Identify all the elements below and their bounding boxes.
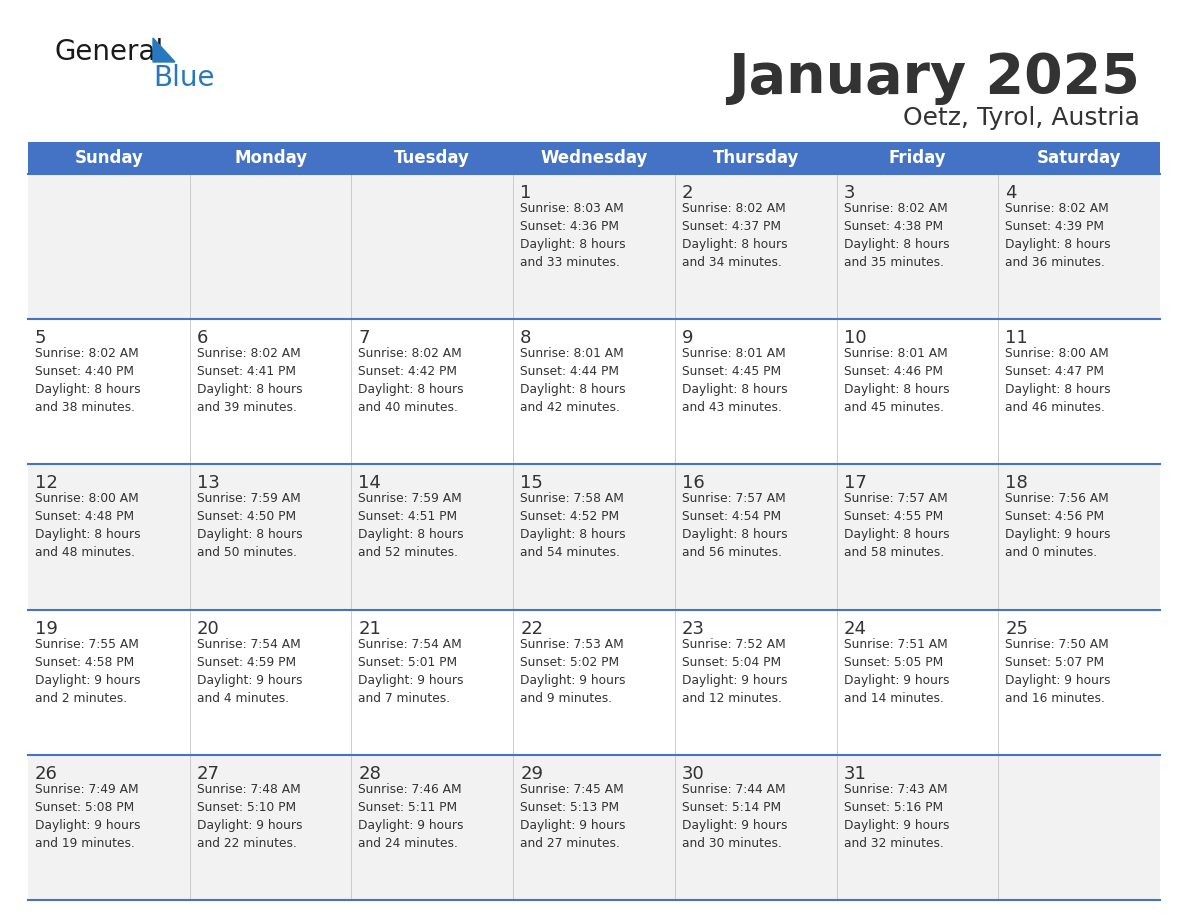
Text: 28: 28 [359, 765, 381, 783]
Text: 21: 21 [359, 620, 381, 638]
Text: Sunrise: 7:59 AM
Sunset: 4:50 PM
Daylight: 8 hours
and 50 minutes.: Sunrise: 7:59 AM Sunset: 4:50 PM Dayligh… [197, 492, 302, 559]
Text: Sunrise: 8:03 AM
Sunset: 4:36 PM
Daylight: 8 hours
and 33 minutes.: Sunrise: 8:03 AM Sunset: 4:36 PM Dayligh… [520, 202, 626, 269]
Text: 2: 2 [682, 184, 694, 202]
Text: Sunrise: 7:54 AM
Sunset: 4:59 PM
Daylight: 9 hours
and 4 minutes.: Sunrise: 7:54 AM Sunset: 4:59 PM Dayligh… [197, 638, 302, 705]
Bar [29, 610, 1159, 755]
Text: 13: 13 [197, 475, 220, 492]
Text: 1: 1 [520, 184, 531, 202]
Text: Sunrise: 7:57 AM
Sunset: 4:54 PM
Daylight: 8 hours
and 56 minutes.: Sunrise: 7:57 AM Sunset: 4:54 PM Dayligh… [682, 492, 788, 559]
Text: Sunrise: 7:57 AM
Sunset: 4:55 PM
Daylight: 8 hours
and 58 minutes.: Sunrise: 7:57 AM Sunset: 4:55 PM Dayligh… [843, 492, 949, 559]
Text: 3: 3 [843, 184, 855, 202]
Text: Sunrise: 8:01 AM
Sunset: 4:45 PM
Daylight: 8 hours
and 43 minutes.: Sunrise: 8:01 AM Sunset: 4:45 PM Dayligh… [682, 347, 788, 414]
Text: Saturday: Saturday [1037, 149, 1121, 167]
Text: 18: 18 [1005, 475, 1028, 492]
Text: Sunrise: 7:52 AM
Sunset: 5:04 PM
Daylight: 9 hours
and 12 minutes.: Sunrise: 7:52 AM Sunset: 5:04 PM Dayligh… [682, 638, 788, 705]
Polygon shape [153, 38, 175, 62]
Text: Sunrise: 7:56 AM
Sunset: 4:56 PM
Daylight: 9 hours
and 0 minutes.: Sunrise: 7:56 AM Sunset: 4:56 PM Dayligh… [1005, 492, 1111, 559]
Text: Sunrise: 7:50 AM
Sunset: 5:07 PM
Daylight: 9 hours
and 16 minutes.: Sunrise: 7:50 AM Sunset: 5:07 PM Dayligh… [1005, 638, 1111, 705]
Text: Blue: Blue [153, 64, 215, 92]
Bar [675, 142, 836, 174]
Text: Sunday: Sunday [75, 149, 144, 167]
Text: January 2025: January 2025 [728, 51, 1140, 105]
Text: 17: 17 [843, 475, 866, 492]
Text: Sunrise: 7:55 AM
Sunset: 4:58 PM
Daylight: 9 hours
and 2 minutes.: Sunrise: 7:55 AM Sunset: 4:58 PM Dayligh… [34, 638, 140, 705]
Bar [836, 142, 998, 174]
Text: Sunrise: 8:00 AM
Sunset: 4:47 PM
Daylight: 8 hours
and 46 minutes.: Sunrise: 8:00 AM Sunset: 4:47 PM Dayligh… [1005, 347, 1111, 414]
Text: 20: 20 [197, 620, 220, 638]
Text: Thursday: Thursday [713, 149, 798, 167]
Text: Sunrise: 7:46 AM
Sunset: 5:11 PM
Daylight: 9 hours
and 24 minutes.: Sunrise: 7:46 AM Sunset: 5:11 PM Dayligh… [359, 783, 465, 850]
Text: 26: 26 [34, 765, 58, 783]
Text: 16: 16 [682, 475, 704, 492]
Text: Sunrise: 7:51 AM
Sunset: 5:05 PM
Daylight: 9 hours
and 14 minutes.: Sunrise: 7:51 AM Sunset: 5:05 PM Dayligh… [843, 638, 949, 705]
Text: 23: 23 [682, 620, 704, 638]
Text: Oetz, Tyrol, Austria: Oetz, Tyrol, Austria [903, 106, 1140, 130]
Text: Sunrise: 7:45 AM
Sunset: 5:13 PM
Daylight: 9 hours
and 27 minutes.: Sunrise: 7:45 AM Sunset: 5:13 PM Dayligh… [520, 783, 626, 850]
Text: Sunrise: 8:02 AM
Sunset: 4:40 PM
Daylight: 8 hours
and 38 minutes.: Sunrise: 8:02 AM Sunset: 4:40 PM Dayligh… [34, 347, 140, 414]
Text: 11: 11 [1005, 330, 1028, 347]
Text: Sunrise: 8:02 AM
Sunset: 4:41 PM
Daylight: 8 hours
and 39 minutes.: Sunrise: 8:02 AM Sunset: 4:41 PM Dayligh… [197, 347, 302, 414]
Text: Sunrise: 7:59 AM
Sunset: 4:51 PM
Daylight: 8 hours
and 52 minutes.: Sunrise: 7:59 AM Sunset: 4:51 PM Dayligh… [359, 492, 465, 559]
Text: Sunrise: 8:01 AM
Sunset: 4:44 PM
Daylight: 8 hours
and 42 minutes.: Sunrise: 8:01 AM Sunset: 4:44 PM Dayligh… [520, 347, 626, 414]
Text: Sunrise: 8:02 AM
Sunset: 4:38 PM
Daylight: 8 hours
and 35 minutes.: Sunrise: 8:02 AM Sunset: 4:38 PM Dayligh… [843, 202, 949, 269]
Text: Sunrise: 7:43 AM
Sunset: 5:16 PM
Daylight: 9 hours
and 32 minutes.: Sunrise: 7:43 AM Sunset: 5:16 PM Dayligh… [843, 783, 949, 850]
Text: Sunrise: 8:01 AM
Sunset: 4:46 PM
Daylight: 8 hours
and 45 minutes.: Sunrise: 8:01 AM Sunset: 4:46 PM Dayligh… [843, 347, 949, 414]
Text: Sunrise: 8:02 AM
Sunset: 4:42 PM
Daylight: 8 hours
and 40 minutes.: Sunrise: 8:02 AM Sunset: 4:42 PM Dayligh… [359, 347, 465, 414]
Text: Friday: Friday [889, 149, 946, 167]
Text: 30: 30 [682, 765, 704, 783]
Text: Wednesday: Wednesday [541, 149, 647, 167]
Bar [29, 142, 190, 174]
Text: 8: 8 [520, 330, 531, 347]
Text: Sunrise: 7:48 AM
Sunset: 5:10 PM
Daylight: 9 hours
and 22 minutes.: Sunrise: 7:48 AM Sunset: 5:10 PM Dayligh… [197, 783, 302, 850]
Text: Sunrise: 7:49 AM
Sunset: 5:08 PM
Daylight: 9 hours
and 19 minutes.: Sunrise: 7:49 AM Sunset: 5:08 PM Dayligh… [34, 783, 140, 850]
Text: Sunrise: 7:44 AM
Sunset: 5:14 PM
Daylight: 9 hours
and 30 minutes.: Sunrise: 7:44 AM Sunset: 5:14 PM Dayligh… [682, 783, 788, 850]
Text: Sunrise: 8:02 AM
Sunset: 4:37 PM
Daylight: 8 hours
and 34 minutes.: Sunrise: 8:02 AM Sunset: 4:37 PM Dayligh… [682, 202, 788, 269]
Text: 25: 25 [1005, 620, 1029, 638]
Text: 4: 4 [1005, 184, 1017, 202]
Text: 31: 31 [843, 765, 866, 783]
Text: 14: 14 [359, 475, 381, 492]
Text: Sunrise: 7:54 AM
Sunset: 5:01 PM
Daylight: 9 hours
and 7 minutes.: Sunrise: 7:54 AM Sunset: 5:01 PM Dayligh… [359, 638, 465, 705]
Text: Sunrise: 7:58 AM
Sunset: 4:52 PM
Daylight: 8 hours
and 54 minutes.: Sunrise: 7:58 AM Sunset: 4:52 PM Dayligh… [520, 492, 626, 559]
Text: Sunrise: 7:53 AM
Sunset: 5:02 PM
Daylight: 9 hours
and 9 minutes.: Sunrise: 7:53 AM Sunset: 5:02 PM Dayligh… [520, 638, 626, 705]
Text: Sunrise: 8:00 AM
Sunset: 4:48 PM
Daylight: 8 hours
and 48 minutes.: Sunrise: 8:00 AM Sunset: 4:48 PM Dayligh… [34, 492, 140, 559]
Text: 29: 29 [520, 765, 543, 783]
Bar [998, 142, 1159, 174]
Text: 22: 22 [520, 620, 543, 638]
Text: 19: 19 [34, 620, 58, 638]
Text: Sunrise: 8:02 AM
Sunset: 4:39 PM
Daylight: 8 hours
and 36 minutes.: Sunrise: 8:02 AM Sunset: 4:39 PM Dayligh… [1005, 202, 1111, 269]
Text: General: General [55, 38, 164, 66]
Text: 24: 24 [843, 620, 866, 638]
Bar [29, 319, 1159, 465]
Text: 9: 9 [682, 330, 694, 347]
Text: 10: 10 [843, 330, 866, 347]
Text: Monday: Monday [234, 149, 308, 167]
Text: 7: 7 [359, 330, 369, 347]
Text: Tuesday: Tuesday [394, 149, 470, 167]
Text: 5: 5 [34, 330, 46, 347]
Bar [352, 142, 513, 174]
Bar [190, 142, 352, 174]
Text: 12: 12 [34, 475, 58, 492]
Text: 27: 27 [197, 765, 220, 783]
Bar [29, 755, 1159, 900]
Bar [29, 465, 1159, 610]
Bar [513, 142, 675, 174]
Text: 6: 6 [197, 330, 208, 347]
Bar [29, 174, 1159, 319]
Text: 15: 15 [520, 475, 543, 492]
